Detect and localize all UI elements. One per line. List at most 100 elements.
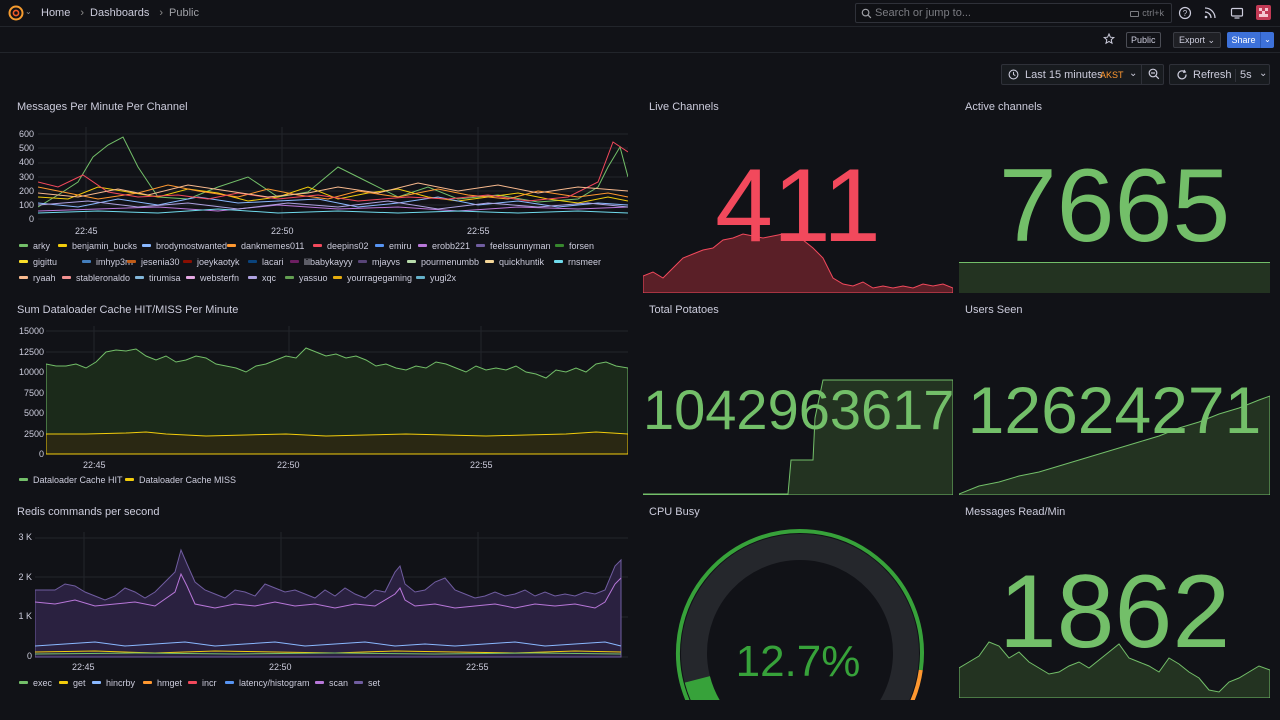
legend-item[interactable]: scan <box>315 678 348 688</box>
legend-item[interactable]: arky <box>19 241 50 251</box>
legend-item[interactable]: rnsmeer <box>554 257 601 267</box>
legend-label: dankmemes011 <box>241 241 305 251</box>
legend-label: get <box>73 678 86 688</box>
export-button[interactable]: Export ⌄ <box>1173 32 1222 48</box>
legend-item[interactable]: lilbabykayyy <box>290 257 353 267</box>
y-tick: 5000 <box>23 408 44 418</box>
x-tick: 22:45 <box>83 460 106 470</box>
legend-swatch <box>59 681 68 685</box>
legend-label: xqc <box>262 273 277 283</box>
legend-item[interactable]: websterfn <box>186 273 239 283</box>
legend-item[interactable]: brodymostwanted <box>142 241 227 251</box>
legend-item[interactable]: exec <box>19 678 52 688</box>
y-tick: 0 <box>38 449 44 459</box>
legend-swatch <box>248 276 257 280</box>
legend-item[interactable]: deepins02 <box>313 241 369 251</box>
active-channels-sparkline <box>959 262 1270 293</box>
grafana-logo-icon[interactable] <box>8 5 24 21</box>
legend-label: ryaah <box>33 273 56 283</box>
legend-label: jesenia30 <box>141 257 180 267</box>
legend-item[interactable]: gigittu <box>19 257 57 267</box>
legend-swatch <box>554 260 563 264</box>
legend-label: joeykaotyk <box>197 257 240 267</box>
legend-label: imhyp3rrr <box>96 257 135 267</box>
legend-label: exec <box>33 678 53 688</box>
legend-item[interactable]: forsen <box>555 241 594 251</box>
zoom-out-button[interactable] <box>1141 64 1164 85</box>
legend-item[interactable]: yugi2x <box>416 273 456 283</box>
legend-item[interactable]: xqc <box>248 273 276 283</box>
timeseries-dataloader-chart[interactable] <box>46 326 628 456</box>
kiosk-mode-icon[interactable] <box>1230 6 1244 20</box>
legend-item[interactable]: feelssunnyman <box>476 241 551 251</box>
legend-item[interactable]: tirumisa <box>135 273 181 283</box>
legend-label: hmget <box>157 678 183 688</box>
breadcrumb-home[interactable]: Home <box>41 7 71 19</box>
legend-item[interactable]: pourmenumbb <box>407 257 479 267</box>
legend-item[interactable]: ryaah <box>19 273 56 283</box>
panel-title-redis[interactable]: Redis commands per second <box>17 506 160 518</box>
panel-title-cpu-busy[interactable]: CPU Busy <box>649 506 700 518</box>
legend-item[interactable]: dankmemes011 <box>227 241 304 251</box>
breadcrumb-dashboards[interactable]: Dashboards <box>90 7 150 19</box>
legend-label: latency/histogram <box>239 678 310 688</box>
legend-swatch <box>19 478 28 482</box>
legend-item[interactable]: erobb221 <box>418 241 470 251</box>
news-feed-icon[interactable] <box>1203 6 1217 20</box>
legend-item[interactable]: stableronaldo <box>62 273 130 283</box>
refresh-icon <box>1177 69 1187 80</box>
time-range-picker[interactable]: Last 15 minutes AKST ⌄ <box>1001 64 1164 85</box>
panel-title-active-channels[interactable]: Active channels <box>965 101 1043 113</box>
legend-item[interactable]: latency/histogram <box>225 678 310 688</box>
panel-title-users-seen[interactable]: Users Seen <box>965 304 1023 316</box>
legend-item[interactable]: benjamin_bucks <box>58 241 137 251</box>
legend-item[interactable]: set <box>354 678 380 688</box>
legend-swatch <box>125 478 134 482</box>
help-icon[interactable]: ? <box>1178 6 1192 20</box>
legend-item[interactable]: mjayvs <box>358 257 400 267</box>
search-input[interactable]: Search or jump to... ctrl+k <box>855 3 1172 23</box>
legend-label: rnsmeer <box>568 257 602 267</box>
timeseries-messages-chart[interactable] <box>38 127 628 222</box>
legend-swatch <box>227 244 236 248</box>
y-tick: 12500 <box>18 347 44 357</box>
panel-title-total-potatoes[interactable]: Total Potatoes <box>649 304 719 316</box>
legend-item[interactable]: incr <box>188 678 217 688</box>
star-icon[interactable] <box>1103 33 1115 45</box>
user-avatar[interactable] <box>1256 5 1271 20</box>
legend-swatch <box>375 244 384 248</box>
legend-item[interactable]: joeykaotyk <box>183 257 240 267</box>
panel-title-dataloader[interactable]: Sum Dataloader Cache HIT/MISS Per Minute <box>17 304 239 316</box>
legend-item[interactable]: Dataloader Cache HIT <box>19 475 123 485</box>
refresh-picker[interactable]: Refresh 5s ⌄ <box>1169 64 1270 85</box>
refresh-interval[interactable]: 5s <box>1235 69 1252 82</box>
refresh-button[interactable]: Refresh <box>1193 69 1232 81</box>
legend-item[interactable]: hmget <box>143 678 182 688</box>
share-dropdown-button[interactable]: ⌄ <box>1260 32 1274 48</box>
users-seen-sparkline <box>959 395 1270 495</box>
legend-item[interactable]: hincrby <box>92 678 135 688</box>
legend-item[interactable]: Dataloader Cache MISS <box>125 475 236 485</box>
share-button[interactable]: Share <box>1227 32 1260 48</box>
breadcrumb-separator-icon: › <box>80 7 85 19</box>
y-tick: 400 <box>18 157 34 167</box>
legend-swatch <box>58 244 67 248</box>
timeseries-redis-chart[interactable] <box>35 532 628 660</box>
y-tick: 10000 <box>18 367 44 377</box>
panel-title-messages-per-minute[interactable]: Messages Per Minute Per Channel <box>17 101 188 113</box>
menu-chevron-icon[interactable]: ⌄ <box>25 7 32 16</box>
legend-item[interactable]: emiru <box>375 241 412 251</box>
legend-item[interactable]: yourragegaming <box>333 273 412 283</box>
panel-title-messages-read[interactable]: Messages Read/Min <box>965 506 1066 518</box>
legend-item[interactable]: get <box>59 678 86 688</box>
y-tick: 500 <box>18 143 34 153</box>
legend-item[interactable]: jesenia30 <box>127 257 180 267</box>
legend-item[interactable]: yassuo <box>285 273 328 283</box>
legend-item[interactable]: imhyp3rrr <box>82 257 134 267</box>
legend-item[interactable]: lacari <box>248 257 284 267</box>
legend-swatch <box>313 244 322 248</box>
legend-swatch <box>416 276 425 280</box>
panel-title-live-channels[interactable]: Live Channels <box>649 101 719 113</box>
legend-item[interactable]: quickhuntik <box>485 257 544 267</box>
x-tick: 22:50 <box>269 662 292 672</box>
